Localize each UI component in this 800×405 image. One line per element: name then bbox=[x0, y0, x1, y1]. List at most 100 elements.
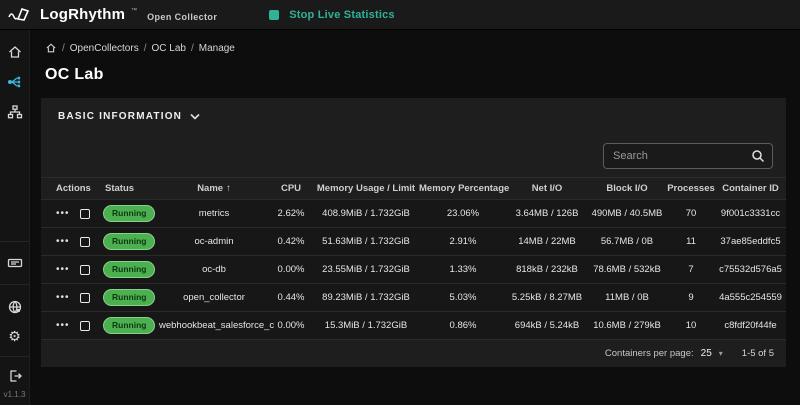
cpu-value: 0.42% bbox=[277, 236, 305, 247]
sidebar-item-open-collector-flows[interactable] bbox=[0, 74, 30, 90]
globe-icon bbox=[8, 300, 21, 314]
home-icon bbox=[8, 46, 21, 58]
block-io-value: 490MB / 40.5MB bbox=[591, 208, 663, 219]
row-actions: ••• bbox=[41, 263, 99, 275]
basic-information-label: BASIC INFORMATION bbox=[58, 111, 183, 122]
processes-value: 70 bbox=[685, 208, 697, 219]
more-actions-icon[interactable]: ••• bbox=[56, 263, 70, 275]
sort-ascending-icon: ↑ bbox=[226, 183, 231, 194]
sidebar-item-topology[interactable] bbox=[0, 104, 30, 120]
net-io-value: 694kB / 5.24kB bbox=[514, 320, 580, 331]
breadcrumb-separator: / bbox=[143, 42, 147, 54]
container-name: oc-db bbox=[202, 264, 226, 275]
per-page-label: Containers per page: bbox=[604, 348, 694, 359]
container-name: webhookbeat_salesforce_c bbox=[159, 320, 275, 331]
appliance-icon bbox=[7, 258, 22, 268]
breadcrumb-opencollectors[interactable]: OpenCollectors bbox=[69, 42, 139, 54]
gear-icon: ⚙ bbox=[8, 328, 21, 344]
container-name: oc-admin bbox=[194, 236, 234, 247]
manage-panel: BASIC INFORMATION Actions Status Name↑ C… bbox=[41, 98, 786, 367]
column-header-processes[interactable]: Processes bbox=[667, 183, 715, 194]
logo: LogRhythm ™ Open Collector bbox=[0, 6, 217, 24]
more-actions-icon[interactable]: ••• bbox=[56, 207, 70, 219]
sidebar-divider bbox=[0, 284, 30, 285]
container-name: metrics bbox=[198, 208, 230, 219]
stop-live-statistics-button[interactable]: Stop Live Statistics bbox=[269, 9, 395, 21]
table-header-row: Actions Status Name ↑ CPU Memory Usage / … bbox=[41, 177, 786, 200]
processes-value: 10 bbox=[685, 320, 697, 331]
sidebar-item-logout[interactable] bbox=[0, 368, 30, 384]
column-header-memory-percentage[interactable]: Memory Percentage bbox=[419, 183, 510, 194]
cpu-value: 0.00% bbox=[277, 264, 305, 275]
column-header-actions[interactable]: Actions bbox=[56, 183, 91, 194]
table-row: ••• Running oc-db 0.00% 23.55MiB / 1.732… bbox=[41, 256, 786, 284]
memory-usage-value: 15.3MiB / 1.732GiB bbox=[324, 320, 408, 331]
status-cell: Running bbox=[99, 205, 159, 222]
status-cell: Running bbox=[99, 261, 159, 278]
brand-trademark: ™ bbox=[131, 7, 138, 14]
stop-container-icon[interactable] bbox=[79, 292, 90, 303]
column-header-container-id[interactable]: Container ID bbox=[722, 183, 779, 194]
status-badge: Running bbox=[103, 233, 156, 250]
cpu-value: 0.00% bbox=[277, 320, 305, 331]
top-bar: LogRhythm ™ Open Collector Stop Live Stat… bbox=[0, 0, 800, 30]
row-actions: ••• bbox=[41, 291, 99, 303]
per-page-dropdown-caret-icon[interactable]: ▾ bbox=[718, 349, 723, 358]
net-io-value: 3.64MB / 126B bbox=[515, 208, 579, 219]
cpu-value: 2.62% bbox=[277, 208, 305, 219]
sidebar-item-network[interactable] bbox=[0, 299, 30, 315]
block-io-value: 56.7MB / 0B bbox=[600, 236, 654, 247]
sidebar-item-settings[interactable]: ⚙ bbox=[0, 328, 30, 344]
stop-container-icon[interactable] bbox=[79, 264, 90, 275]
sidebar-item-home[interactable] bbox=[0, 44, 30, 60]
column-header-cpu[interactable]: CPU bbox=[280, 183, 302, 194]
stop-container-icon[interactable] bbox=[79, 320, 90, 331]
column-header-status[interactable]: Status bbox=[105, 183, 135, 194]
memory-percentage-value: 5.03% bbox=[449, 292, 477, 303]
column-header-block-io[interactable]: Block I/O bbox=[606, 183, 648, 194]
stop-icon bbox=[269, 9, 280, 20]
container-id-value: c75532d576a5 bbox=[719, 264, 782, 275]
sidebar-divider bbox=[0, 356, 30, 357]
breadcrumb-oc-lab[interactable]: OC Lab bbox=[151, 42, 186, 54]
stop-container-icon[interactable] bbox=[79, 208, 90, 219]
row-actions: ••• bbox=[41, 207, 99, 219]
stop-container-icon[interactable] bbox=[79, 236, 90, 247]
topology-icon bbox=[7, 105, 22, 119]
sidebar-item-appliance[interactable] bbox=[0, 255, 30, 271]
chevron-down-icon bbox=[190, 113, 200, 120]
more-actions-icon[interactable]: ••• bbox=[56, 319, 70, 331]
status-cell: Running bbox=[99, 233, 159, 250]
net-io-value: 14MB / 22MB bbox=[518, 236, 576, 247]
row-actions: ••• bbox=[41, 319, 99, 331]
column-header-net-io[interactable]: Net I/O bbox=[531, 183, 563, 194]
block-io-value: 11MB / 0B bbox=[605, 292, 649, 303]
memory-percentage-value: 0.86% bbox=[449, 320, 477, 331]
status-cell: Running bbox=[99, 317, 159, 334]
page-title: OC Lab bbox=[45, 66, 104, 83]
row-actions: ••• bbox=[41, 235, 99, 247]
app-version: v1.1.3 bbox=[3, 390, 26, 399]
breadcrumb-manage[interactable]: Manage bbox=[198, 42, 235, 54]
net-io-value: 818kB / 232kB bbox=[516, 264, 578, 275]
status-cell: Running bbox=[99, 289, 159, 306]
basic-information-header[interactable]: BASIC INFORMATION bbox=[41, 98, 786, 131]
table-row: ••• Running open_collector 0.44% 89.23Mi… bbox=[41, 284, 786, 312]
cpu-value: 0.44% bbox=[277, 292, 305, 303]
sidebar: ⚙ v1.1.3 bbox=[0, 30, 30, 405]
container-name: open_collector bbox=[183, 292, 245, 303]
breadcrumb-home-icon[interactable] bbox=[45, 42, 57, 54]
column-header-name[interactable]: Name ↑ bbox=[159, 183, 269, 194]
logrhythm-logo-icon bbox=[8, 7, 30, 21]
container-id-value: c8fdf20f44fe bbox=[724, 320, 777, 331]
search-icon[interactable] bbox=[751, 149, 765, 163]
per-page-value[interactable]: 25 bbox=[700, 348, 712, 359]
more-actions-icon[interactable]: ••• bbox=[56, 291, 70, 303]
memory-percentage-value: 2.91% bbox=[449, 236, 477, 247]
column-header-memory-usage[interactable]: Memory Usage / Limit bbox=[316, 183, 416, 194]
more-actions-icon[interactable]: ••• bbox=[56, 235, 70, 247]
search-input[interactable] bbox=[603, 143, 773, 169]
table-row: ••• Running webhookbeat_salesforce_c 0.0… bbox=[41, 312, 786, 340]
memory-usage-value: 408.9MiB / 1.732GiB bbox=[322, 208, 410, 219]
status-badge: Running bbox=[103, 261, 156, 278]
